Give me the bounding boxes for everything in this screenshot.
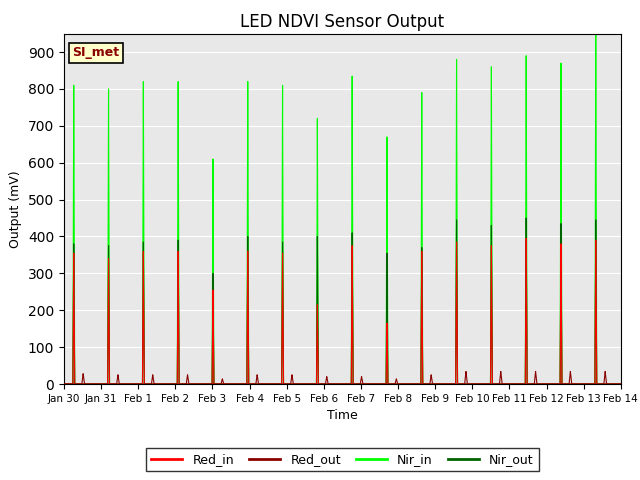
Title: LED NDVI Sensor Output: LED NDVI Sensor Output bbox=[241, 12, 444, 31]
Y-axis label: Output (mV): Output (mV) bbox=[10, 170, 22, 248]
X-axis label: Time: Time bbox=[327, 409, 358, 422]
Legend: Red_in, Red_out, Nir_in, Nir_out: Red_in, Red_out, Nir_in, Nir_out bbox=[146, 448, 539, 471]
Text: SI_met: SI_met bbox=[72, 47, 120, 60]
